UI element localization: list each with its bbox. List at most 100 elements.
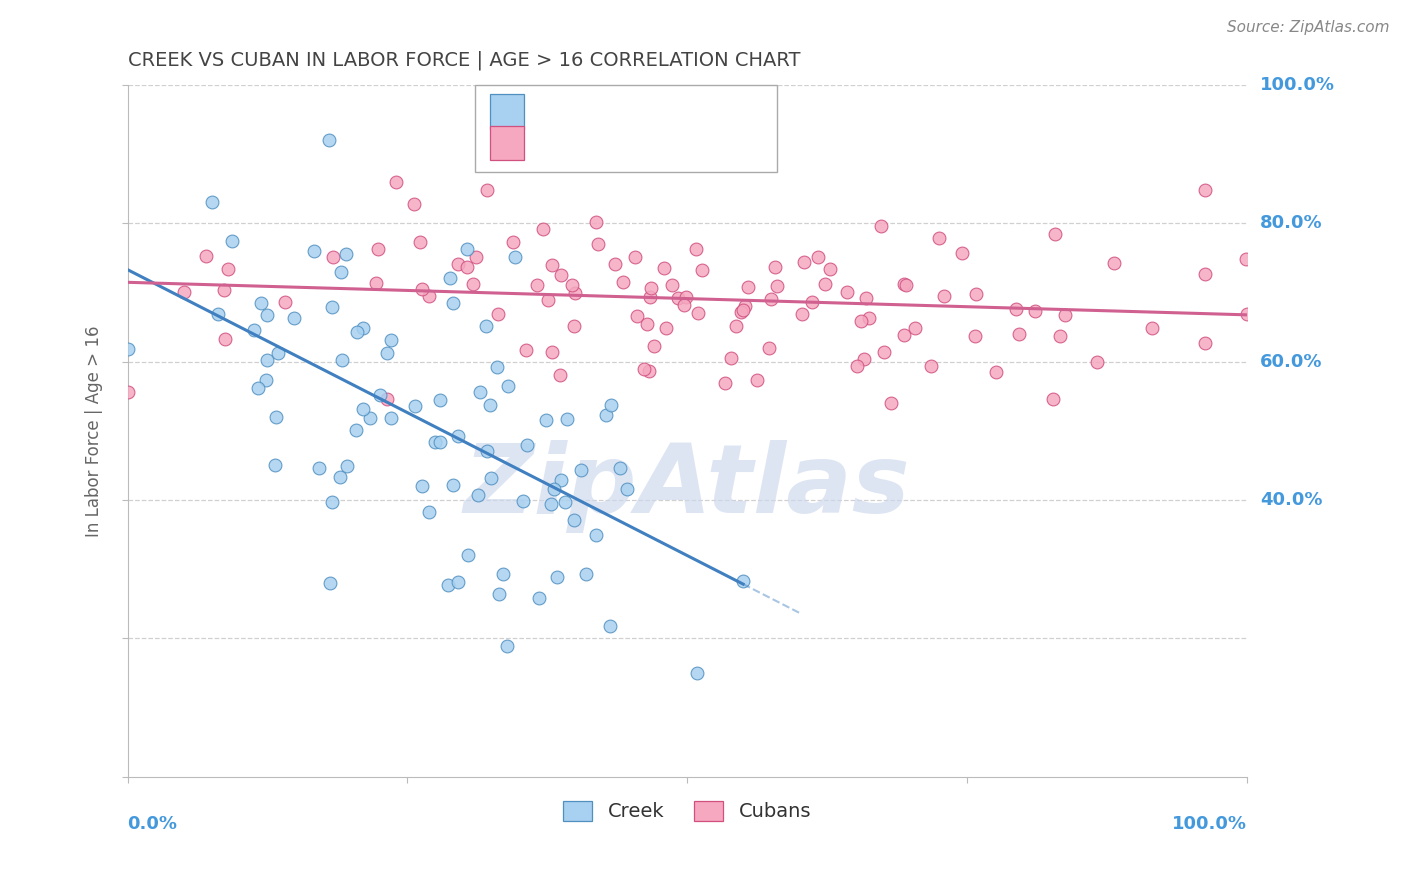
- Point: [516, 438, 538, 452]
- Point: [329, 470, 352, 484]
- Point: [745, 373, 768, 387]
- Point: [766, 278, 789, 293]
- Point: [686, 665, 709, 680]
- Point: [437, 577, 460, 591]
- Point: [512, 494, 534, 508]
- Point: [855, 291, 877, 305]
- Point: [1042, 392, 1064, 407]
- Point: [792, 307, 814, 321]
- Point: [1024, 303, 1046, 318]
- Point: [250, 296, 273, 310]
- Point: [515, 343, 537, 357]
- Point: [266, 346, 288, 360]
- Point: [893, 327, 915, 342]
- Point: [366, 242, 388, 256]
- Point: [411, 282, 433, 296]
- Point: [731, 303, 754, 318]
- Point: [425, 434, 447, 449]
- Point: [758, 341, 780, 355]
- Point: [495, 639, 517, 653]
- Point: [624, 250, 647, 264]
- Point: [724, 319, 747, 334]
- Text: 80.0%: 80.0%: [1260, 214, 1323, 233]
- Point: [439, 270, 461, 285]
- Point: [173, 285, 195, 299]
- Point: [564, 286, 586, 301]
- Point: [214, 332, 236, 346]
- Point: [714, 376, 737, 391]
- Point: [529, 591, 551, 605]
- Point: [385, 175, 408, 189]
- Point: [846, 359, 869, 373]
- Point: [346, 325, 368, 339]
- Point: [548, 368, 571, 382]
- Point: [409, 235, 432, 249]
- Point: [616, 482, 638, 496]
- Point: [243, 323, 266, 337]
- Point: [217, 261, 239, 276]
- Point: [429, 393, 451, 408]
- Point: [666, 292, 689, 306]
- Point: [318, 575, 340, 590]
- Point: [1007, 326, 1029, 341]
- Y-axis label: In Labor Force | Age > 16: In Labor Force | Age > 16: [86, 325, 103, 537]
- Point: [612, 275, 634, 289]
- Point: [1194, 336, 1216, 351]
- Point: [849, 314, 872, 328]
- Point: [814, 277, 837, 291]
- Point: [254, 373, 277, 387]
- Point: [869, 219, 891, 233]
- Point: [418, 505, 440, 519]
- Point: [950, 245, 973, 260]
- Text: CREEK VS CUBAN IN LABOR FORCE | AGE > 16 CORRELATION CHART: CREEK VS CUBAN IN LABOR FORCE | AGE > 16…: [128, 51, 800, 70]
- Point: [256, 308, 278, 322]
- Point: [465, 251, 488, 265]
- Point: [688, 306, 710, 320]
- Point: [352, 402, 374, 417]
- Point: [359, 411, 381, 425]
- Point: [963, 328, 986, 343]
- Point: [595, 408, 617, 422]
- Text: ZipAtlas: ZipAtlas: [464, 440, 911, 533]
- Point: [541, 345, 564, 359]
- Point: [546, 569, 568, 583]
- Point: [404, 197, 426, 211]
- Point: [479, 398, 502, 412]
- Point: [550, 473, 572, 487]
- Point: [800, 294, 823, 309]
- Point: [404, 399, 426, 413]
- Point: [661, 278, 683, 293]
- Point: [920, 359, 942, 374]
- Point: [643, 339, 665, 353]
- Point: [730, 305, 752, 319]
- Point: [880, 396, 903, 410]
- Point: [201, 195, 224, 210]
- Point: [557, 412, 579, 426]
- Point: [486, 307, 509, 321]
- Point: [221, 234, 243, 248]
- FancyBboxPatch shape: [474, 85, 776, 171]
- Point: [603, 257, 626, 271]
- Point: [1043, 227, 1066, 241]
- Point: [329, 265, 352, 279]
- Point: [853, 351, 876, 366]
- Point: [554, 495, 576, 509]
- Point: [456, 260, 478, 274]
- Point: [932, 289, 955, 303]
- Point: [1234, 252, 1257, 267]
- Point: [461, 277, 484, 291]
- Point: [380, 411, 402, 425]
- Point: [1140, 321, 1163, 335]
- Point: [586, 236, 609, 251]
- Point: [873, 345, 896, 359]
- Point: [652, 260, 675, 275]
- Point: [541, 258, 564, 272]
- Point: [117, 342, 139, 356]
- Point: [335, 247, 357, 261]
- Point: [475, 319, 498, 334]
- Point: [321, 300, 343, 314]
- Point: [675, 290, 697, 304]
- Point: [858, 310, 880, 325]
- Point: [761, 292, 783, 306]
- Point: [207, 307, 229, 321]
